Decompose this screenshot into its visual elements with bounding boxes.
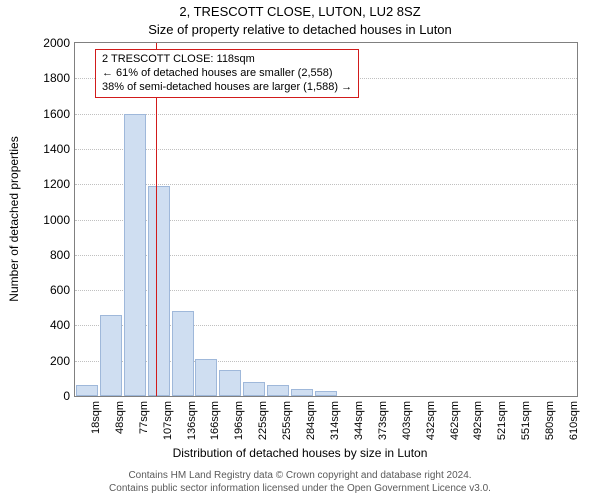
x-tick-label: 610sqm: [568, 401, 580, 451]
bar: [195, 359, 217, 396]
bar: [148, 186, 170, 396]
page-title: 2, TRESCOTT CLOSE, LUTON, LU2 8SZ: [0, 4, 600, 19]
y-tick-label: 0: [30, 389, 70, 403]
bar: [219, 370, 241, 396]
bar: [76, 385, 98, 396]
x-tick-label: 18sqm: [90, 401, 102, 451]
x-tick-label: 344sqm: [353, 401, 365, 451]
y-tick-label: 600: [30, 283, 70, 297]
x-tick-label: 432sqm: [425, 401, 437, 451]
annotation-line: ← 61% of detached houses are smaller (2,…: [102, 66, 352, 80]
bar: [124, 114, 146, 396]
x-tick-label: 314sqm: [329, 401, 341, 451]
y-tick-label: 1200: [30, 177, 70, 191]
footer-attribution-1: Contains HM Land Registry data © Crown c…: [0, 470, 600, 481]
bar: [291, 389, 313, 396]
bar: [315, 391, 337, 396]
x-tick-label: 462sqm: [449, 401, 461, 451]
x-tick-label: 136sqm: [186, 401, 198, 451]
x-tick-label: 373sqm: [377, 401, 389, 451]
x-tick-label: 403sqm: [401, 401, 413, 451]
x-tick-label: 284sqm: [305, 401, 317, 451]
annotation-line: 2 TRESCOTT CLOSE: 118sqm: [102, 52, 352, 66]
x-tick-label: 580sqm: [544, 401, 556, 451]
x-tick-label: 551sqm: [520, 401, 532, 451]
bar: [243, 382, 265, 396]
y-tick-label: 1800: [30, 71, 70, 85]
chart-container: 2, TRESCOTT CLOSE, LUTON, LU2 8SZ Size o…: [0, 0, 600, 500]
y-tick-label: 1400: [30, 142, 70, 156]
x-tick-label: 166sqm: [209, 401, 221, 451]
x-tick-label: 521sqm: [496, 401, 508, 451]
footer-attribution-2: Contains public sector information licen…: [0, 483, 600, 494]
x-tick-label: 255sqm: [281, 401, 293, 451]
chart-subtitle: Size of property relative to detached ho…: [0, 22, 600, 37]
x-tick-label: 48sqm: [114, 401, 126, 451]
bar: [172, 311, 194, 396]
y-tick-label: 200: [30, 354, 70, 368]
gridline: [75, 114, 577, 115]
plot-area: 2 TRESCOTT CLOSE: 118sqm← 61% of detache…: [74, 42, 578, 397]
y-tick-label: 400: [30, 318, 70, 332]
x-tick-label: 225sqm: [257, 401, 269, 451]
y-tick-label: 1600: [30, 107, 70, 121]
gridline: [75, 149, 577, 150]
x-tick-label: 196sqm: [233, 401, 245, 451]
x-tick-label: 107sqm: [162, 401, 174, 451]
x-tick-label: 492sqm: [472, 401, 484, 451]
y-tick-label: 800: [30, 248, 70, 262]
annotation-box: 2 TRESCOTT CLOSE: 118sqm← 61% of detache…: [95, 49, 359, 98]
x-tick-label: 77sqm: [138, 401, 150, 451]
bar: [100, 315, 122, 396]
y-tick-label: 2000: [30, 36, 70, 50]
bar: [267, 385, 289, 396]
y-axis-label: Number of detached properties: [7, 136, 21, 301]
annotation-line: 38% of semi-detached houses are larger (…: [102, 80, 352, 94]
y-tick-label: 1000: [30, 213, 70, 227]
